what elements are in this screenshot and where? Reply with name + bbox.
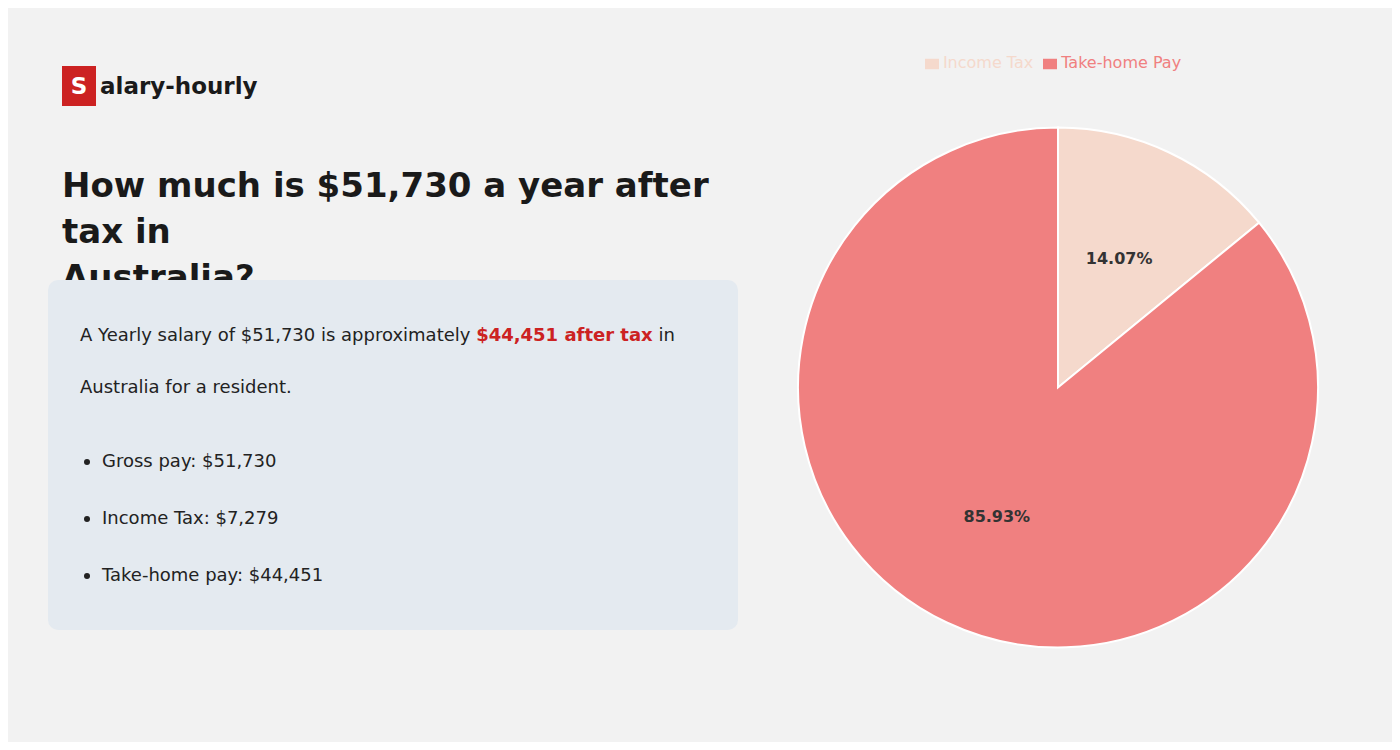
html-text:Take-home pay: $44,451: Take-home pay: $44,451 bbox=[102, 564, 324, 585]
html-text:alary-hourly: alary-hourly bbox=[100, 73, 258, 99]
html-text:Income Tax: $7,279: Income Tax: $7,279 bbox=[102, 507, 279, 528]
html-text:Take-home Pay: Take-home Pay bbox=[1061, 53, 1182, 72]
html-text:A Yearly salary of $51,730 is: A Yearly salary of $51,730 is approximat… bbox=[80, 324, 675, 345]
svg-text:14.07%: 14.07% bbox=[1086, 249, 1153, 268]
html-text:Income Tax: Income Tax bbox=[942, 53, 1034, 72]
html-text:Australia for a resident.: Australia for a resident. bbox=[80, 376, 292, 397]
html-text:How much is $51,730 a year aft: How much is $51,730 a year after tax in … bbox=[62, 165, 709, 297]
html-text:S: S bbox=[70, 73, 88, 99]
html-text:Gross pay: $51,730: Gross pay: $51,730 bbox=[102, 450, 277, 471]
svg-text:85.93%: 85.93% bbox=[964, 507, 1031, 526]
